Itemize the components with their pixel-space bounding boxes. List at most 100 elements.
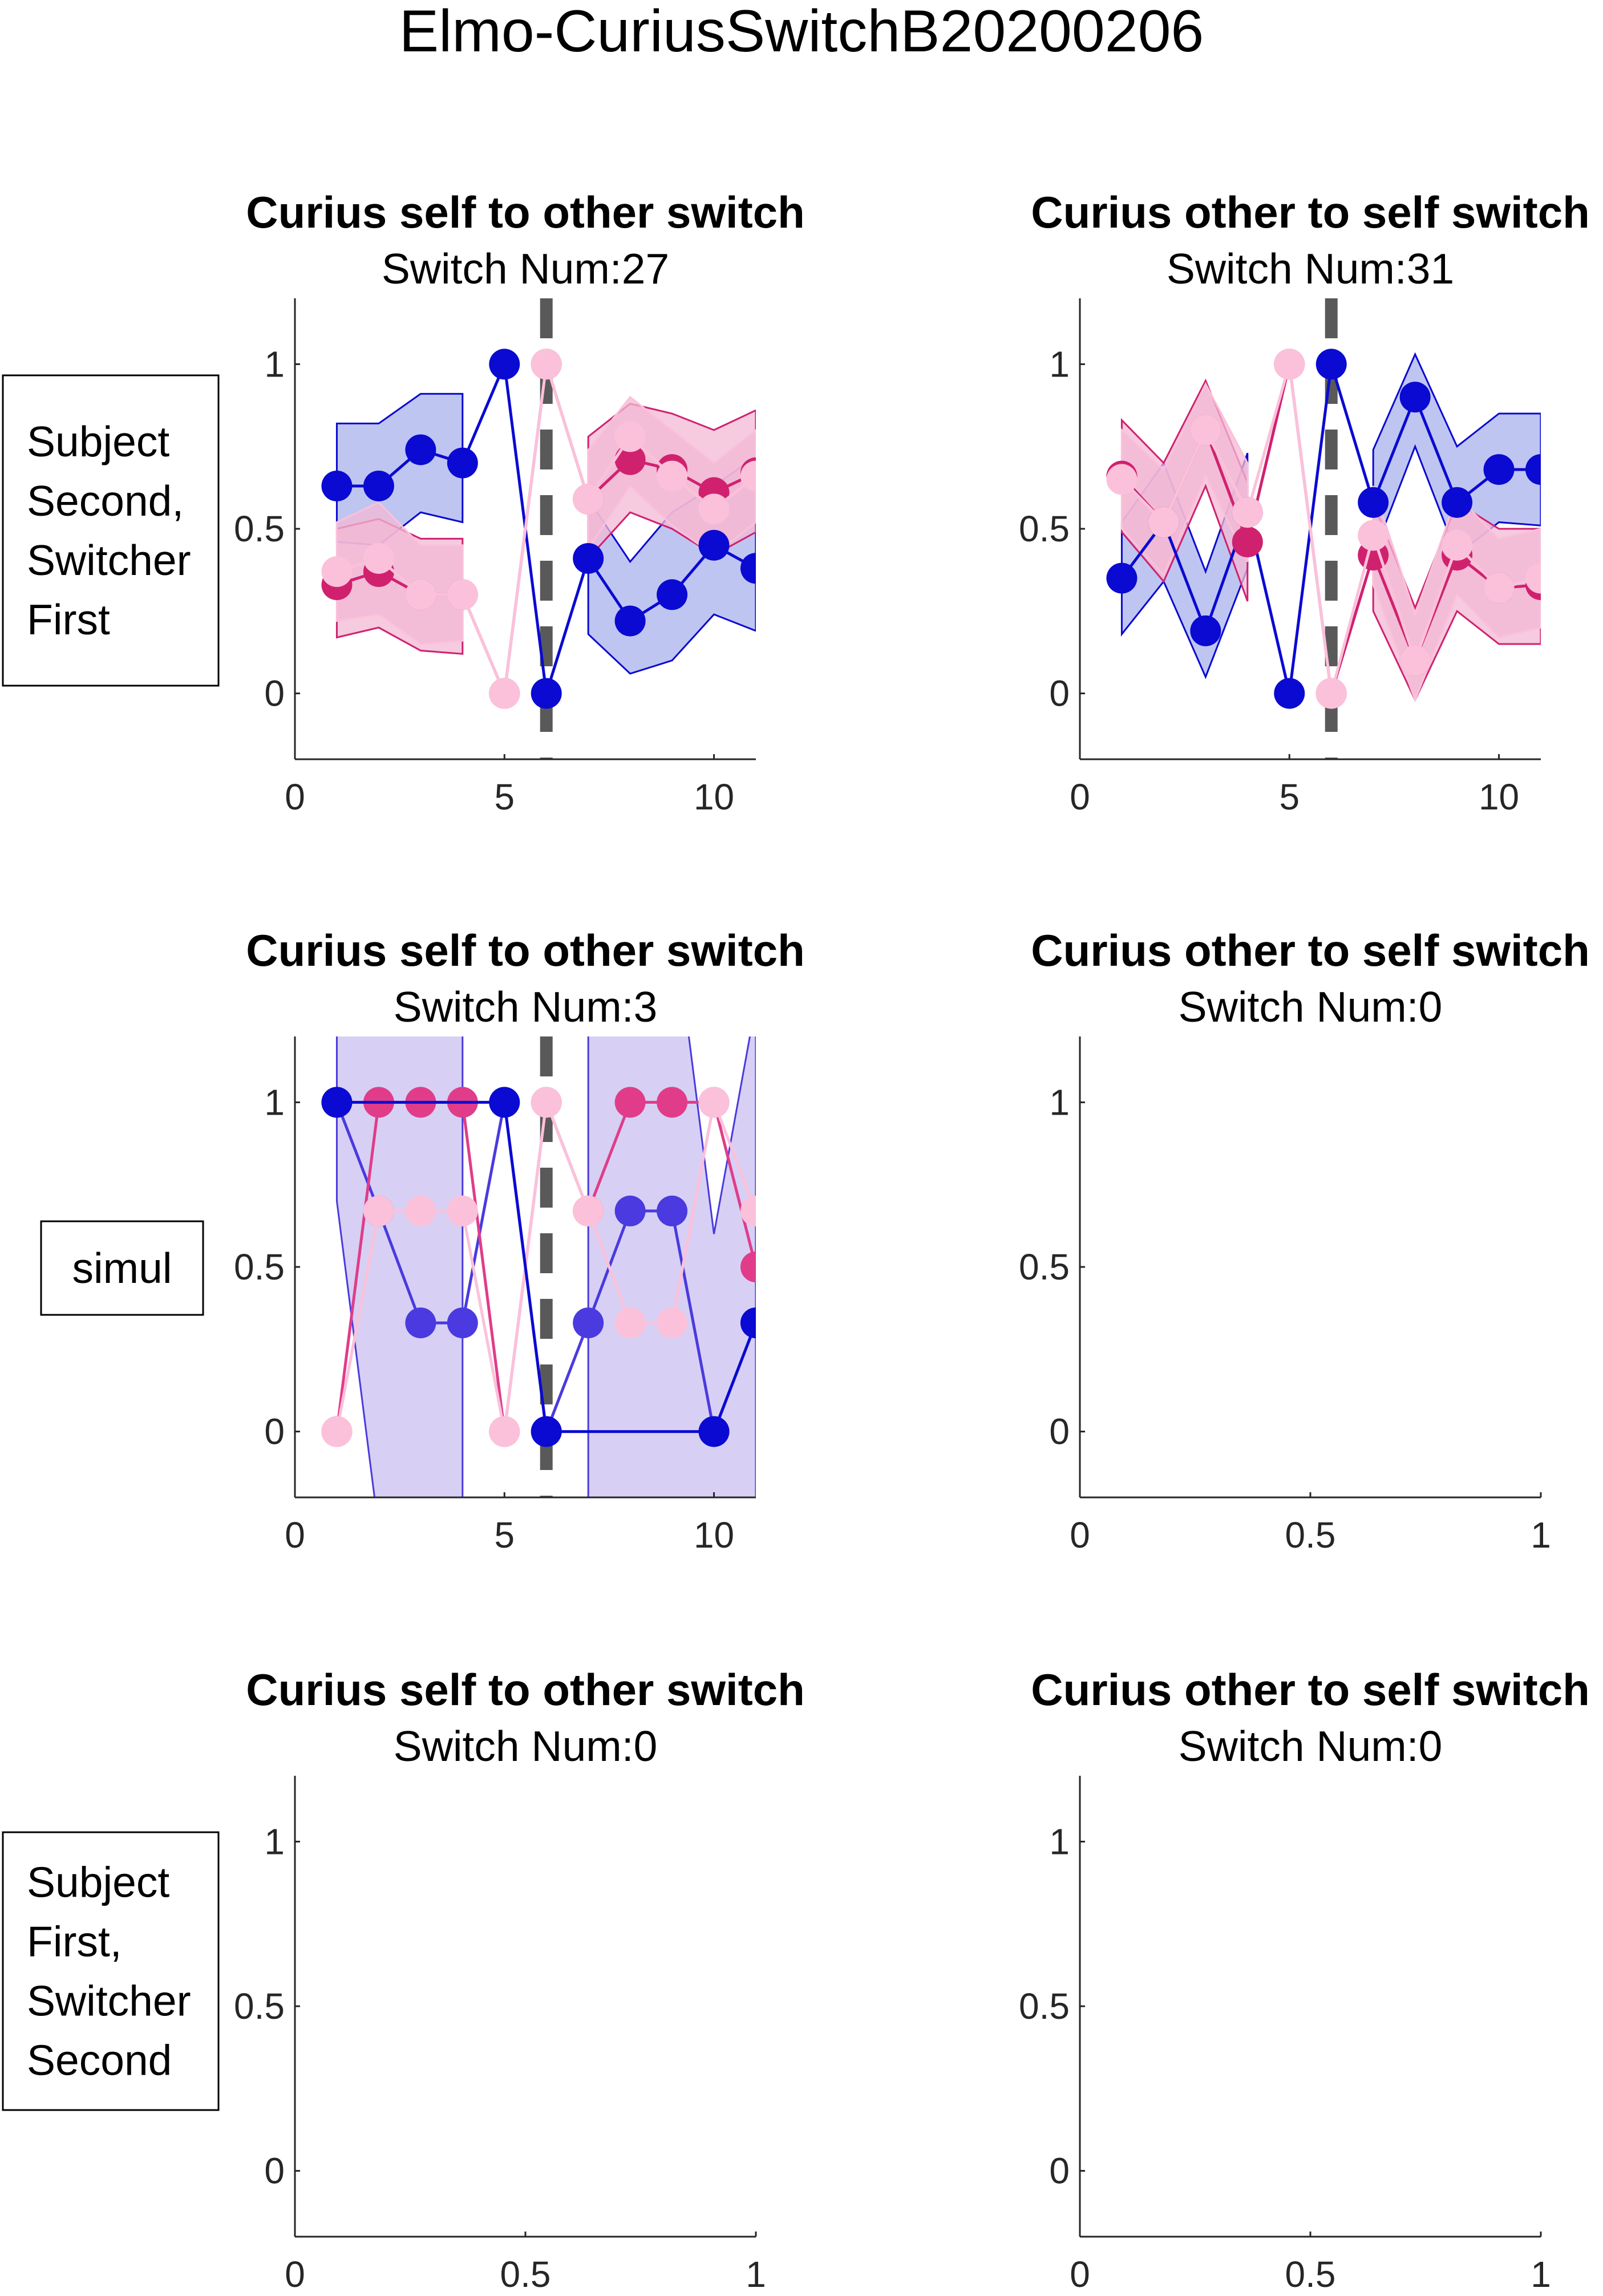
row-labels: Subject Second, Switcher First simul Subject F… bbox=[2, 374, 220, 2111]
row-label-text: First bbox=[27, 596, 110, 643]
chart-panel-6: Curius other to self switch Switch Num:0 0… bbox=[1019, 1665, 1590, 2295]
row-label-3: Subject First, Switcher Second bbox=[2, 1831, 220, 2111]
data-point bbox=[489, 349, 520, 380]
data-point bbox=[1232, 527, 1263, 558]
x-tick-label: 0 bbox=[285, 776, 305, 817]
data-point bbox=[363, 1195, 394, 1226]
data-point bbox=[1190, 414, 1221, 446]
y-tick-label: 0 bbox=[264, 673, 285, 714]
y-tick-label: 1 bbox=[264, 1821, 285, 1862]
data-point bbox=[1442, 529, 1473, 561]
data-point bbox=[740, 1307, 756, 1339]
data-point bbox=[1106, 562, 1138, 594]
data-point bbox=[657, 579, 688, 610]
chart-title: Curius self to other switch bbox=[246, 925, 804, 975]
data-point bbox=[321, 1416, 353, 1447]
data-point bbox=[1399, 382, 1431, 413]
data-point bbox=[614, 444, 646, 475]
row-label-text: Second bbox=[27, 2036, 172, 2084]
chart-subtitle: Switch Num:0 bbox=[394, 1722, 658, 1770]
data-point bbox=[447, 447, 478, 479]
panels: Curius self to other switch Switch Num:27… bbox=[234, 187, 1590, 2295]
y-tick-label: 1 bbox=[264, 343, 285, 384]
row-label-2: simul bbox=[40, 1220, 204, 1316]
row-label-1: Subject Second, Switcher First bbox=[2, 374, 220, 687]
data-point bbox=[1315, 349, 1347, 380]
chart-subtitle: Switch Num:3 bbox=[394, 983, 658, 1031]
row-label-text: First, bbox=[27, 1918, 122, 1966]
plot-area bbox=[321, 1036, 756, 1497]
chart-title: Curius other to self switch bbox=[1031, 1665, 1589, 1715]
data-point bbox=[405, 434, 436, 465]
data-point bbox=[740, 553, 756, 584]
data-point bbox=[1232, 497, 1263, 528]
data-point bbox=[1525, 454, 1541, 485]
x-tick-label: 0.5 bbox=[1285, 2254, 1336, 2295]
row-label-text: Subject bbox=[27, 418, 169, 465]
chart-panel-4: Curius other to self switch Switch Num:0 0… bbox=[1019, 925, 1590, 1556]
row-label-text: simul bbox=[72, 1244, 172, 1292]
x-tick-label: 0 bbox=[1070, 1515, 1090, 1556]
y-tick-label: 0.5 bbox=[1019, 1986, 1070, 2027]
data-point bbox=[531, 1416, 562, 1447]
y-tick-label: 0.5 bbox=[234, 508, 285, 549]
data-point bbox=[1190, 615, 1221, 646]
chart-panel-2: Curius other to self switch Switch Num:31… bbox=[1019, 187, 1590, 817]
data-point bbox=[405, 1307, 436, 1339]
data-point bbox=[614, 605, 646, 637]
y-tick-label: 0.5 bbox=[234, 1246, 285, 1287]
y-tick-label: 0.5 bbox=[1019, 508, 1070, 549]
data-point bbox=[363, 542, 394, 574]
data-point bbox=[573, 484, 604, 515]
data-point bbox=[447, 1307, 478, 1339]
y-tick-label: 0 bbox=[1049, 673, 1070, 714]
data-point bbox=[1148, 507, 1179, 538]
row-label-text: Switcher bbox=[27, 536, 191, 584]
y-tick-label: 0.5 bbox=[1019, 1246, 1070, 1287]
y-tick-label: 0 bbox=[1049, 2151, 1070, 2192]
error-band bbox=[335, 501, 464, 645]
data-point bbox=[1442, 487, 1473, 518]
chart-panel-1: Curius self to other switch Switch Num:27… bbox=[234, 187, 805, 817]
data-point bbox=[531, 1087, 562, 1118]
row-label-text: Second, bbox=[27, 477, 184, 525]
data-point bbox=[573, 542, 604, 574]
x-tick-label: 10 bbox=[694, 1515, 734, 1556]
chart-subtitle: Switch Num:27 bbox=[382, 245, 669, 293]
data-point bbox=[321, 1087, 353, 1118]
data-point bbox=[698, 1087, 730, 1118]
data-point bbox=[1315, 678, 1347, 709]
data-point bbox=[447, 579, 478, 610]
row-label-box bbox=[2, 1831, 220, 2111]
chart-title: Curius self to other switch bbox=[246, 187, 804, 237]
data-point bbox=[573, 1195, 604, 1226]
data-point bbox=[1274, 678, 1305, 709]
y-tick-label: 0 bbox=[264, 2151, 285, 2192]
data-point bbox=[1525, 562, 1541, 594]
x-tick-label: 5 bbox=[494, 1515, 515, 1556]
data-point bbox=[740, 460, 756, 492]
data-point bbox=[614, 1087, 646, 1118]
data-point bbox=[740, 1195, 756, 1226]
x-tick-label: 0.5 bbox=[500, 2254, 551, 2295]
data-point bbox=[614, 1195, 646, 1226]
x-tick-label: 0.5 bbox=[1285, 1515, 1336, 1556]
y-tick-label: 0 bbox=[1049, 1411, 1070, 1452]
plot-area bbox=[1106, 298, 1541, 759]
plot-area bbox=[321, 298, 756, 759]
y-tick-label: 1 bbox=[1049, 1082, 1070, 1123]
data-point bbox=[405, 1195, 436, 1226]
y-tick-label: 0.5 bbox=[234, 1986, 285, 2027]
y-tick-label: 1 bbox=[1049, 1821, 1070, 1862]
data-point bbox=[489, 1087, 520, 1118]
chart-subtitle: Switch Num:0 bbox=[1179, 983, 1443, 1031]
data-point bbox=[614, 1307, 646, 1339]
data-point bbox=[614, 421, 646, 452]
data-point bbox=[405, 579, 436, 610]
data-point bbox=[657, 1307, 688, 1339]
data-point bbox=[1399, 645, 1431, 676]
data-point bbox=[1358, 487, 1389, 518]
data-point bbox=[573, 1307, 604, 1339]
chart-panel-5: Curius self to other switch Switch Num:0 0… bbox=[234, 1665, 805, 2295]
data-point bbox=[698, 493, 730, 525]
